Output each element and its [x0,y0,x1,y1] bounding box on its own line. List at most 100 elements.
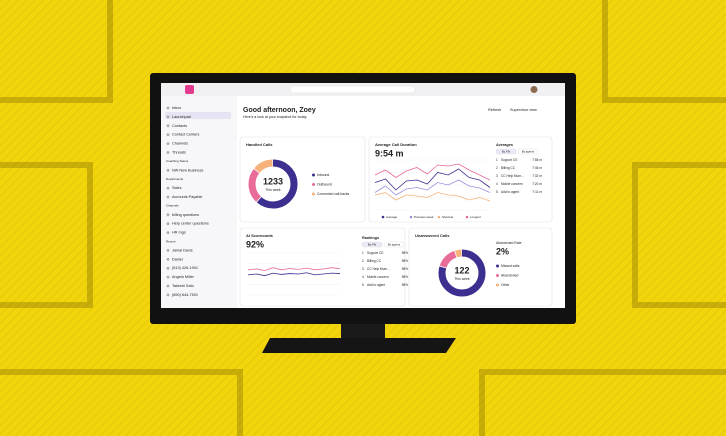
series-line [374,192,491,202]
legend-label: Longest [470,215,481,219]
tab-label[interactable]: By agents [388,242,401,246]
sidebar-icon [166,168,170,172]
donut-segment [248,159,298,209]
search-box[interactable] [289,85,416,94]
table-cell: Mobile concern [501,182,523,186]
legend-swatch [496,283,499,287]
sidebar-item[interactable]: Sales [172,186,182,190]
sidebar-section: Departments [166,177,184,181]
table-cell: 2 [362,259,364,263]
sidebar-item[interactable]: Help center questions [172,222,209,226]
table-cell: Billing CC [367,259,382,263]
rate-label: Abandoned Rate [496,241,522,245]
sidebar-item[interactable]: billing questions [172,213,199,217]
sidebar-item[interactable]: Launchpad [172,115,191,119]
cards [239,136,553,307]
sidebar-section: Channels [166,204,179,208]
table-cell: 7:32 m [532,174,542,178]
table-cell: Add to agent [367,283,385,287]
sidebar-icon [166,115,170,119]
subtitle: Here's a look at your snapshot for today… [243,115,307,119]
sidebar-icon [166,213,170,217]
sidebar-item[interactable]: Daniel [172,257,183,261]
monitor-neck [341,324,385,339]
table-cell: Support CE [367,251,383,255]
legend-label: Average [386,215,397,219]
legend-label: Previous week [414,215,434,219]
table-cell: Add to agent [501,190,519,194]
greeting: Good afternoon, Zoey [243,107,316,114]
table-cell: Mobile concern [367,275,389,279]
headline: 92% [246,239,264,249]
legend-label: Inbound [317,173,329,177]
series-line [374,179,491,196]
tab[interactable] [517,148,539,155]
sidebar-active [165,112,231,119]
tab-label[interactable]: By ATs [368,242,377,246]
tab[interactable] [383,241,405,248]
tab-label[interactable]: By ATs [502,149,511,153]
sidebar-icon [166,124,170,128]
sidebar-item[interactable]: (513) 426-1901 [172,266,198,270]
table-cell: 98% [402,251,409,255]
avatar[interactable] [530,86,538,93]
sidebar-item[interactable]: Jamal Davis [172,248,193,252]
table-cell: 1 [362,251,364,255]
sidebar-icon [166,293,170,297]
sidebar-item[interactable]: Accounts Payable [172,195,202,199]
legend-label: Outbound [317,182,332,186]
sidebar-icon [166,186,170,190]
table-cell: 7:45 m [532,166,542,170]
table-cell: Billing CC [501,166,516,170]
sidebar-item[interactable]: (650) 644-7501 [172,293,198,297]
table-cell: 3 [362,267,364,271]
sidebar-icon [166,257,170,261]
view-button[interactable]: Supervisor view [510,108,537,112]
sidebar-item[interactable]: Takeshi Sato [172,284,194,288]
legend-swatch [496,264,499,268]
legend-label: Abandoned [501,273,518,277]
legend-swatch [409,215,413,219]
legend-label: Shortest [442,215,453,219]
card-title: AI Scorecards [246,233,274,238]
sidebar-item[interactable]: Contacts [172,124,187,128]
monitor-base [262,338,456,353]
legend-swatch [496,274,499,277]
sidebar-item[interactable]: Angelo Miller [172,275,195,279]
sidebar-item[interactable]: NW New Business [172,168,204,172]
table-cell: 98% [402,283,409,287]
tab[interactable] [361,241,383,248]
tab-label[interactable]: By agents [522,149,535,153]
series-line [247,272,341,277]
sidebar-item[interactable]: Contact Centers [172,133,200,137]
table-cell: 3 [496,174,498,178]
series-line [247,267,341,272]
tab[interactable] [495,148,517,155]
legend-label: Missed calls [501,264,520,268]
sidebar-icon [166,106,170,110]
sidebar-icon [166,222,170,226]
sidebar-icon [166,133,170,137]
sidebar [161,96,237,308]
sidebar-item[interactable]: Inbox [172,106,181,110]
legend-label: Other [501,283,510,287]
center-label: This week [454,277,470,281]
table-cell: 7:11 m [532,190,542,194]
table-cell: Support CE [501,158,517,162]
center-value: 122 [454,265,469,275]
refresh-button[interactable]: Refresh [488,108,501,112]
sidebar-item[interactable]: Channels [172,142,188,146]
center-value: 1233 [263,176,283,186]
app-logo[interactable] [185,85,194,94]
card-title: Unanswered Calls [415,233,450,238]
series-line [374,168,491,191]
legend-swatch [437,215,441,219]
sidebar-icon [166,249,170,252]
table-cell: 98% [402,259,409,263]
table-cell: 4 [496,182,498,186]
headline: 9:54 m [375,148,404,158]
sidebar-item[interactable]: Threads [172,151,186,155]
sidebar-item[interactable]: HR mgs [172,231,186,235]
